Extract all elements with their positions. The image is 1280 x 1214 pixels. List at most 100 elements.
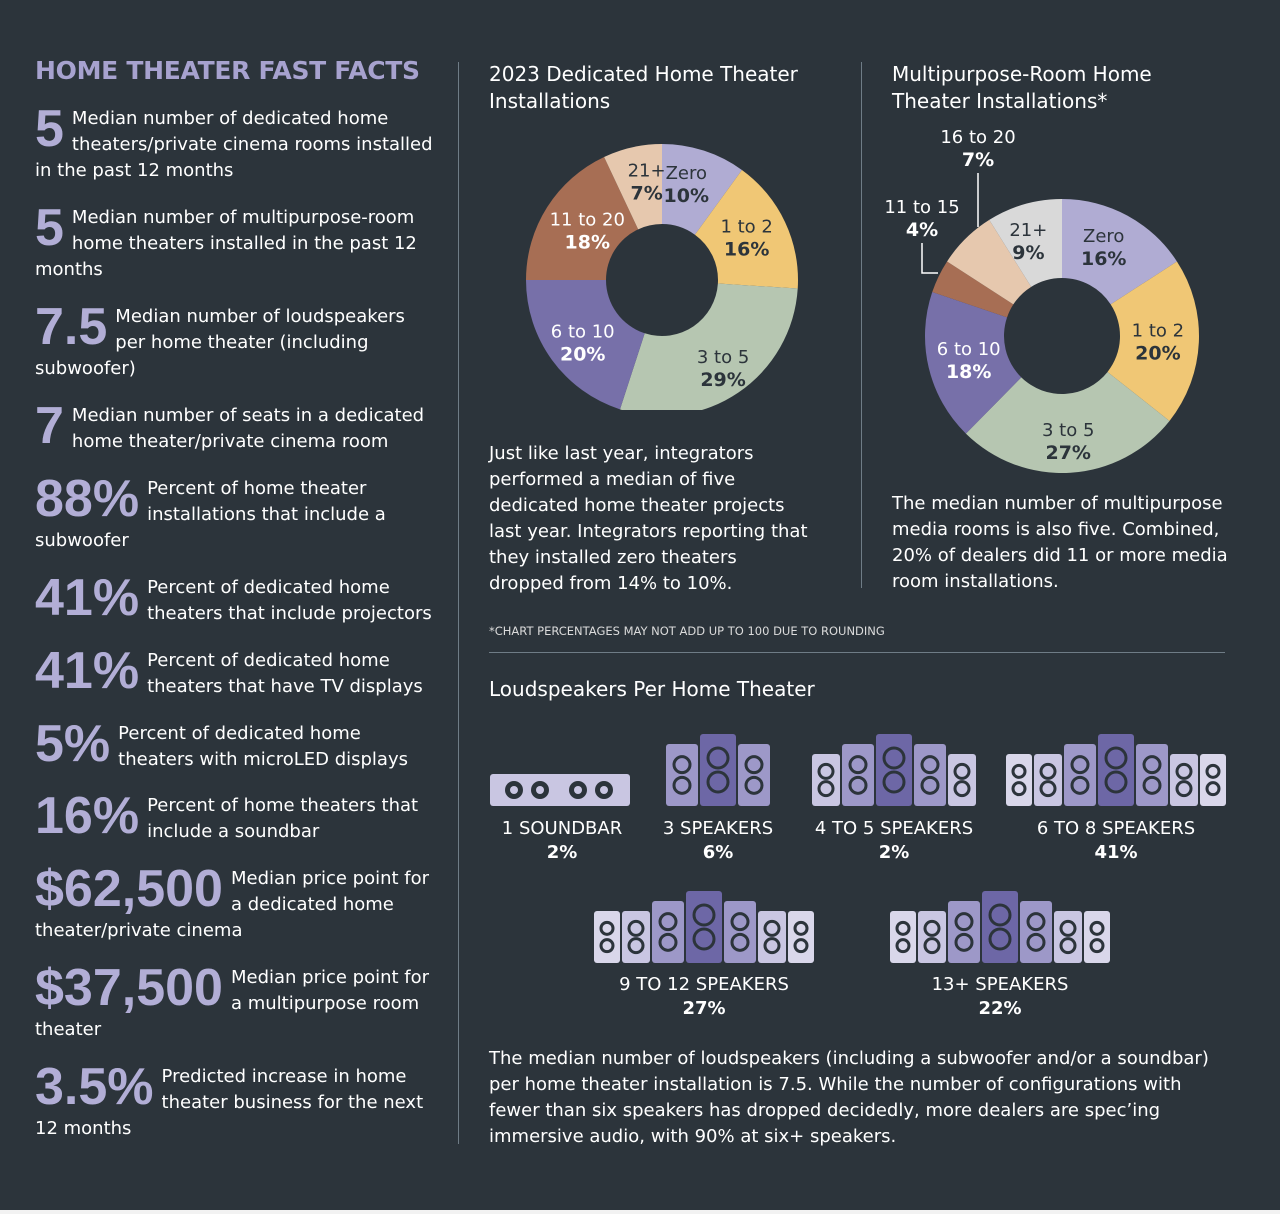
soundbar-cabinet [490, 774, 630, 806]
speaker-driver [730, 932, 750, 952]
speaker-category-name: 1 SOUNDBAR [501, 818, 623, 839]
speaker-cabinet [1006, 754, 1032, 806]
speaker-driver [1059, 937, 1077, 955]
donut-slice-zero [1062, 199, 1177, 305]
speaker-cabinet [1170, 754, 1198, 806]
donut-slice-21- [604, 144, 662, 230]
slice-value-label: 29% [700, 369, 745, 391]
speaker-driver [627, 919, 645, 937]
speaker-cabinet [1020, 901, 1052, 963]
column-divider [458, 62, 459, 1144]
fact-text: Percent of home theaters that include a … [147, 795, 419, 842]
speaker-driver [793, 938, 809, 954]
speaker-driver [1205, 763, 1221, 779]
donut-slice-16-to-20 [947, 219, 1032, 305]
speaker-driver [599, 920, 615, 936]
slice-category-label: 6 to 10 [937, 339, 1001, 360]
speaker-driver [730, 912, 750, 932]
bottom-border [0, 1210, 1280, 1214]
speaker-driver [793, 920, 809, 936]
slice-value-label: 10% [664, 185, 709, 207]
speaker-cabinet [1064, 744, 1096, 806]
dedicated-title-line2: Installations [489, 89, 611, 113]
speaker-cabinet [812, 754, 840, 806]
fact-number: 3.5% [35, 1058, 154, 1116]
speaker-driver-center [574, 786, 582, 794]
speaker-driver [920, 755, 940, 775]
fact-item: 5 Median number of multipurpose-room hom… [35, 202, 435, 283]
fact-item: 3.5% Predicted increase in home theater … [35, 1058, 435, 1142]
slice-category-label: 16 to 20 [940, 127, 1015, 148]
speaker-driver [706, 770, 730, 794]
speaker-driver [953, 780, 971, 798]
donut-slice-6-to-10 [526, 280, 645, 410]
speaker-driver [954, 932, 974, 952]
slice-value-label: 16% [724, 238, 769, 260]
fact-text: Percent of dedicated home theaters with … [118, 723, 408, 770]
speaker-driver [895, 938, 911, 954]
speaker-driver [817, 762, 835, 780]
speaker-category-name: 9 TO 12 SPEAKERS [619, 974, 789, 995]
speaker-driver [953, 762, 971, 780]
loudspeakers-paragraph: The median number of loudspeakers (inclu… [489, 1048, 1209, 1147]
speaker-driver [599, 938, 615, 954]
speaker-cabinet [890, 911, 916, 963]
speaker-cabinet [918, 911, 946, 963]
donut-slice-21- [989, 199, 1062, 287]
speaker-driver [692, 927, 716, 951]
speaker-driver [1011, 781, 1027, 797]
donut-slice-11-to-15 [932, 261, 1014, 318]
fact-item: 16% Percent of home theaters that includ… [35, 790, 435, 845]
speaker-driver [1142, 755, 1162, 775]
speaker-category-label: 4 TO 5 SPEAKERS 2% [774, 817, 1014, 865]
speaker-category-label: 9 TO 12 SPEAKERS 27% [584, 973, 824, 1021]
speaker-driver-center [510, 786, 518, 794]
speaker-driver [848, 775, 868, 795]
fact-item: 41% Percent of dedicated home theaters t… [35, 572, 435, 627]
speaker-category-value: 6% [702, 842, 734, 863]
speaker-cabinet [1136, 744, 1168, 806]
fact-item: 7 Median number of seats in a dedicated … [35, 400, 435, 455]
fact-item: 7.5 Median number of loudspeakers per ho… [35, 301, 435, 382]
speaker-driver [817, 780, 835, 798]
slice-category-label: 1 to 2 [1132, 321, 1184, 342]
multipurpose-title-line2: Theater Installations* [892, 89, 1108, 113]
dedicated-title-line1: 2023 Dedicated Home Theater [489, 62, 798, 86]
speaker-driver-center [536, 786, 544, 794]
speaker-driver [920, 775, 940, 795]
speaker-driver [923, 919, 941, 937]
speaker-driver [1089, 920, 1105, 936]
fact-text: Median number of multipurpose-room home … [35, 207, 417, 280]
fact-text: Percent of dedicated home theaters that … [147, 577, 432, 624]
fact-text: Median number of loudspeakers per home t… [35, 306, 405, 379]
speaker-driver [1104, 746, 1128, 770]
multipurpose-chart-title: Multipurpose-Room Home Theater Installat… [892, 61, 1152, 115]
speaker-driver [1039, 780, 1057, 798]
fact-number: 88% [35, 470, 140, 528]
speaker-driver [627, 937, 645, 955]
speaker-driver [692, 903, 716, 927]
fact-text: Median price point for a multipurpose ro… [35, 967, 430, 1040]
speaker-driver [706, 746, 730, 770]
speaker-driver [744, 775, 764, 795]
speaker-driver [658, 912, 678, 932]
slice-category-label: Zero [1083, 226, 1124, 247]
speaker-cabinet [1098, 734, 1134, 806]
speaker-cabinet [594, 911, 620, 963]
speaker-cabinet [622, 911, 650, 963]
speaker-cabinet [1034, 754, 1062, 806]
loudspeakers-title: Loudspeakers Per Home Theater [489, 677, 815, 701]
slice-category-label: 21+ [1009, 220, 1047, 241]
speaker-cabinet [1054, 911, 1082, 963]
speaker-driver [954, 912, 974, 932]
speaker-cabinet [982, 891, 1018, 963]
speaker-driver [1011, 763, 1027, 779]
slice-category-label: Zero [666, 163, 707, 184]
fact-item: 41% Percent of dedicated home theaters t… [35, 645, 435, 700]
speaker-category-name: 13+ SPEAKERS [931, 974, 1069, 995]
fact-text: Percent of home theater installations th… [35, 478, 386, 551]
speaker-category-name: 3 SPEAKERS [662, 818, 774, 839]
leader-line [921, 243, 938, 274]
speaker-driver [763, 937, 781, 955]
